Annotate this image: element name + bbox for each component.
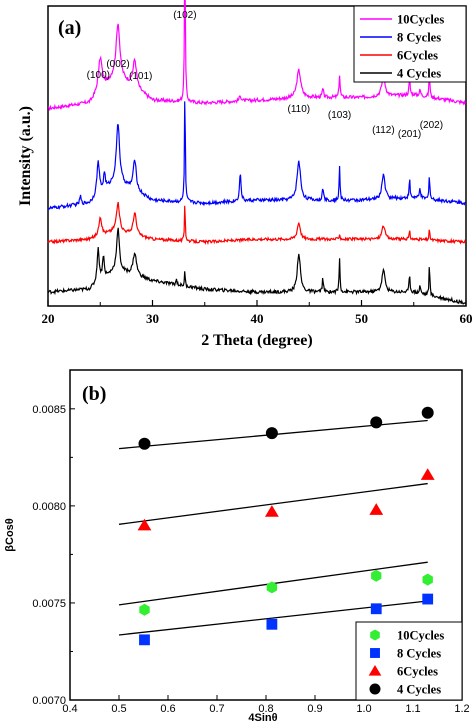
y-tick-label: 0.0080 <box>32 501 66 513</box>
peak-label-group: (100)(002)(101) (102) (110) (103) (112) (201)… <box>87 10 443 140</box>
panel-b: (b) 0.4 0.5 0.6 0.7 0.8 0.9 1.0 1.1 1.2 0.00700.… <box>4 369 470 724</box>
data-point <box>137 518 152 531</box>
data-point <box>265 427 278 440</box>
legend-b-marker <box>370 629 380 641</box>
data-point <box>422 593 434 605</box>
data-point <box>266 581 278 594</box>
x-tick-label: 0.5 <box>111 703 126 715</box>
panel-a: (a) (100)(002)(101)(102)(110)(103)(112)(… <box>17 0 473 349</box>
x-tick-label: 1.1 <box>405 703 420 715</box>
legend-a: 10Cycles 8 Cycles 6Cycles 4 Cycles <box>353 5 467 83</box>
data-point <box>139 603 150 616</box>
x-tick-label: 1.0 <box>356 703 371 715</box>
legend-b-entry: 10Cycles <box>397 629 444 643</box>
legend-a-entry: 10Cycles <box>397 13 444 27</box>
panel-a-label: (a) <box>58 17 81 39</box>
y-tick-label: 0.0085 <box>32 404 66 416</box>
peak-label: (110) <box>287 104 310 115</box>
legend-b-marker <box>370 648 380 658</box>
peak-label: (112) <box>372 125 395 136</box>
xrd-line-6cycles <box>47 201 467 246</box>
data-point <box>370 603 382 615</box>
x-tick-label: 50 <box>355 311 368 326</box>
fit-line <box>118 482 428 525</box>
peak-label: (100) <box>87 70 110 81</box>
data-point <box>370 416 383 429</box>
y-axis-ticks-b: 0.0070 0.0075 0.0080 0.0085 <box>32 404 75 707</box>
xrd-line-8-cycles <box>47 101 466 211</box>
x-tick-label: 0.8 <box>258 703 273 715</box>
data-point <box>369 503 384 515</box>
legend-a-entry: 4 Cycles <box>397 67 441 81</box>
x-tick-label: 0.7 <box>209 703 224 715</box>
x-tick-label: 40 <box>251 311 264 326</box>
x-tick-label: 0.6 <box>160 703 175 715</box>
peak-label: (102) <box>173 10 196 21</box>
x-axis-ticks-b: 0.4 0.5 0.6 0.7 0.8 0.9 1.0 1.1 1.2 <box>62 695 470 715</box>
y-tick-label: 0.0075 <box>32 598 66 610</box>
x-axis-title-b: 4Sinθ <box>248 712 277 724</box>
legend-b-marker <box>368 664 382 676</box>
legend-b-entry: 4 Cycles <box>397 683 441 697</box>
panel-b-label: (b) <box>82 383 106 405</box>
peak-label: (201) <box>398 129 421 140</box>
y-axis-title-b: βCosθ <box>4 518 16 551</box>
x-tick-label: 0.9 <box>307 703 322 715</box>
x-tick-label: 0.4 <box>62 703 77 715</box>
x-tick-label: 20 <box>42 311 55 326</box>
data-point <box>266 618 278 630</box>
fit-lines-group <box>118 419 428 636</box>
data-point <box>371 569 382 582</box>
peak-label: (103) <box>328 110 351 121</box>
legend-b-marker <box>369 683 381 695</box>
data-point <box>138 437 151 450</box>
scatter-points-group <box>137 406 435 646</box>
peak-label: (101) <box>129 71 152 82</box>
y-axis-title-a: Intensity (a.u.) <box>17 106 34 206</box>
xrd-line-10cycles <box>47 0 467 112</box>
x-tick-label: 60 <box>460 311 473 326</box>
legend-a-entry: 8 Cycles <box>397 31 441 45</box>
xrd-series-group <box>47 0 467 305</box>
legend-b: 10Cycles 8 Cycles 6Cycles 4 Cycles <box>355 621 463 701</box>
data-point <box>421 406 434 419</box>
xrd-line-4-cycles <box>47 227 467 305</box>
x-axis-ticks-a: 20 30 40 50 60 <box>42 300 473 326</box>
legend-a-entry: 6Cycles <box>397 49 438 63</box>
data-point <box>420 468 435 480</box>
x-tick-label: 30 <box>146 311 159 326</box>
data-point <box>422 573 433 586</box>
y-tick-label: 0.0070 <box>32 695 66 707</box>
data-point <box>264 505 279 517</box>
peak-label: (202) <box>420 120 443 131</box>
peak-label: (002) <box>106 59 129 70</box>
legend-b-entry: 6Cycles <box>397 665 438 679</box>
x-tick-label: 1.2 <box>454 703 469 715</box>
data-point <box>139 634 150 646</box>
legend-b-entry: 8 Cycles <box>397 647 441 661</box>
x-axis-title-a: 2 Theta (degree) <box>201 332 312 349</box>
